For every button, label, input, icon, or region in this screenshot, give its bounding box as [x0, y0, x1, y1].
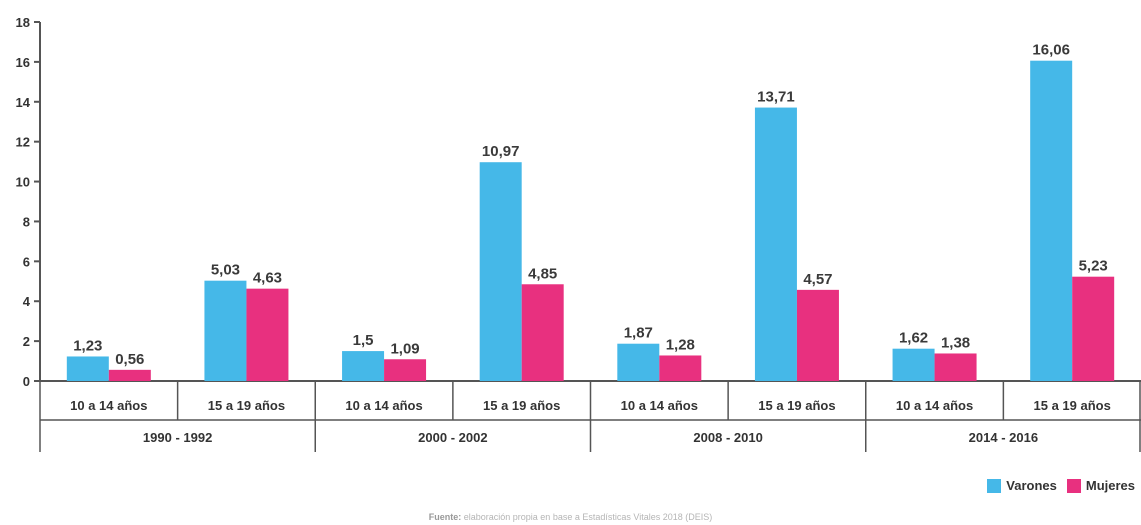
category-label: 10 a 14 años — [621, 398, 698, 413]
legend-label-mujeres: Mujeres — [1085, 478, 1135, 493]
bar-mujeres — [659, 355, 702, 381]
bar-varones — [754, 107, 797, 381]
bar-mujeres — [521, 284, 564, 381]
category-label: 15 a 19 años — [483, 398, 560, 413]
data-label-varones: 13,71 — [757, 89, 795, 106]
y-tick-label: 6 — [23, 254, 30, 269]
bar-mujeres — [796, 289, 839, 381]
data-label-mujeres: 5,23 — [1079, 258, 1108, 275]
data-label-varones: 1,5 — [353, 332, 374, 349]
bar-varones — [892, 348, 935, 381]
bar-varones — [1030, 60, 1073, 381]
category-label: 10 a 14 años — [896, 398, 973, 413]
source-text: elaboración propia en base a Estadística… — [461, 512, 713, 522]
legend-item-mujeres: Mujeres — [1066, 478, 1135, 493]
bar-varones — [617, 343, 660, 381]
y-tick-label: 16 — [16, 55, 30, 70]
data-label-varones: 1,23 — [73, 337, 102, 354]
data-label-mujeres: 1,28 — [666, 336, 695, 353]
data-label-mujeres: 0,56 — [115, 351, 144, 368]
bar-mujeres — [934, 353, 977, 381]
legend-swatch-mujeres — [1066, 478, 1081, 493]
category-label: 10 a 14 años — [345, 398, 422, 413]
legend-item-varones: Varones — [987, 478, 1057, 493]
data-label-mujeres: 1,09 — [390, 340, 419, 357]
data-label-mujeres: 1,38 — [941, 334, 970, 351]
data-label-varones: 5,03 — [211, 262, 240, 279]
data-label-varones: 1,62 — [899, 330, 928, 347]
data-label-varones: 10,97 — [482, 143, 520, 160]
y-tick-label: 12 — [16, 135, 30, 150]
y-tick-label: 0 — [23, 374, 30, 389]
category-label: 15 a 19 años — [208, 398, 285, 413]
group-label: 2008 - 2010 — [693, 430, 762, 445]
bar-varones — [479, 162, 522, 381]
source-prefix: Fuente: — [428, 512, 462, 522]
y-tick-label: 8 — [23, 214, 30, 229]
y-tick-label: 18 — [16, 15, 30, 30]
bar-mujeres — [108, 369, 151, 381]
bar-mujeres — [384, 359, 427, 381]
bar-varones — [342, 351, 385, 381]
y-tick-label: 2 — [23, 334, 30, 349]
data-label-varones: 1,87 — [624, 325, 653, 342]
bar-chart: 0 2 4 6 8 10 12 14 16 18 1990 - 1992 10 a 14 años 1,… — [16, 15, 1141, 452]
data-label-mujeres: 4,63 — [253, 270, 282, 287]
y-tick-label: 10 — [16, 175, 30, 190]
group-label: 2000 - 2002 — [418, 430, 487, 445]
legend-swatch-varones — [987, 478, 1002, 493]
bar-varones — [204, 280, 247, 381]
y-tick-label: 14 — [16, 95, 31, 110]
bar-mujeres — [1072, 276, 1115, 381]
data-label-varones: 16,06 — [1032, 42, 1070, 59]
category-label: 15 a 19 años — [758, 398, 835, 413]
data-label-mujeres: 4,85 — [528, 265, 557, 282]
category-label: 15 a 19 años — [1034, 398, 1111, 413]
bar-varones — [66, 356, 109, 381]
bar-mujeres — [246, 288, 289, 381]
legend-label-varones: Varones — [1006, 478, 1057, 493]
category-label: 10 a 14 años — [70, 398, 147, 413]
group-label: 2014 - 2016 — [969, 430, 1038, 445]
data-label-mujeres: 4,57 — [803, 271, 832, 288]
group-label: 1990 - 1992 — [143, 430, 212, 445]
y-tick-label: 4 — [23, 294, 31, 309]
chart-legend: Varones Mujeres — [987, 478, 1135, 493]
source-note: Fuente: elaboración propia en base a Est… — [0, 512, 1141, 522]
